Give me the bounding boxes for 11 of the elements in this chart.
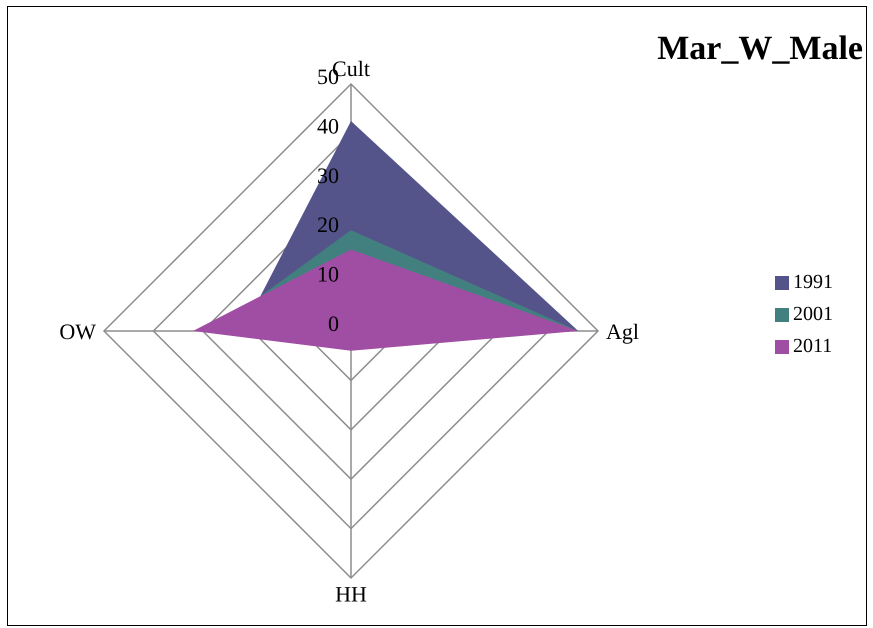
y-tick-label: 40	[317, 113, 339, 138]
spoke-label: OW	[59, 318, 96, 344]
legend-label: 2001	[793, 303, 833, 325]
legend-label: 1991	[793, 271, 833, 293]
spoke-label: HH	[335, 582, 367, 607]
y-tick-label: 10	[317, 262, 339, 287]
y-tick-label: 20	[317, 212, 339, 238]
chart-title: Mar_W_Male	[657, 30, 863, 68]
spoke-label: Agl	[606, 318, 639, 344]
y-tick-label: 0	[328, 311, 339, 336]
legend-label: 2011	[793, 335, 832, 357]
